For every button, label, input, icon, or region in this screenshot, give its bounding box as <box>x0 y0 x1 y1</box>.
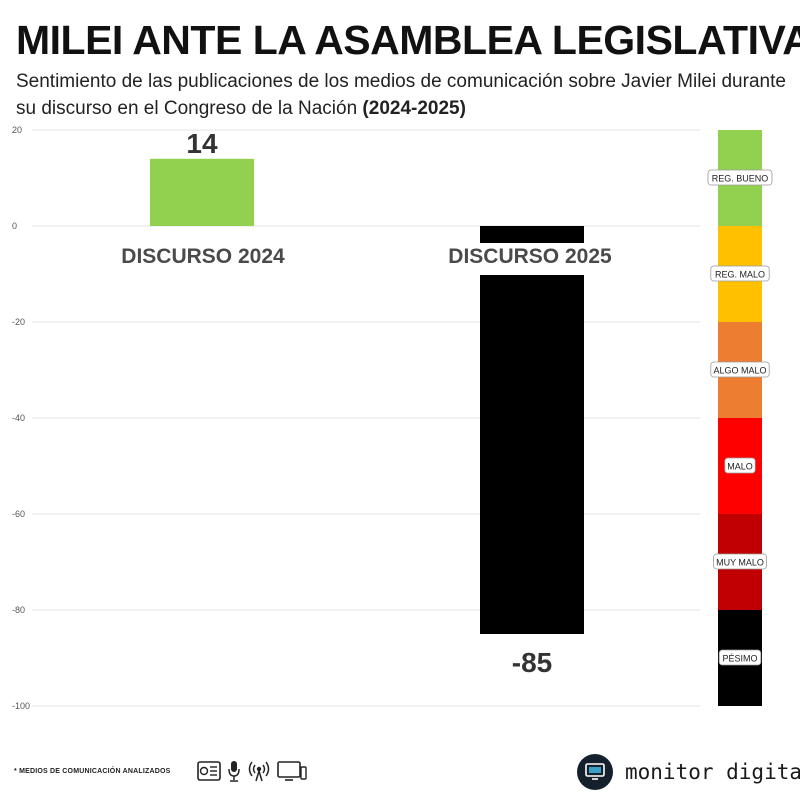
brand-name: monitor digital <box>625 760 800 784</box>
scale-label: REG. MALO <box>715 270 765 280</box>
category-label: DISCURSO 2025 <box>448 245 612 268</box>
tv-icon <box>277 760 307 786</box>
scale-label-box <box>718 649 762 666</box>
data-label: 14 <box>186 128 218 159</box>
scale-label-box <box>710 361 770 378</box>
y-tick-label: 0 <box>12 221 17 231</box>
y-tick-label: -20 <box>12 317 25 327</box>
category-label-backing <box>478 243 586 275</box>
newspaper-icon <box>197 760 221 786</box>
bar <box>150 158 254 226</box>
y-tick-label: 20 <box>12 125 22 135</box>
scale-label: MALO <box>727 462 753 472</box>
data-label: -85 <box>512 647 552 678</box>
scale-label-box <box>710 265 770 282</box>
bar <box>480 226 584 634</box>
scale-label: ALGO MALO <box>713 366 766 376</box>
y-tick-label: -40 <box>12 413 25 423</box>
brand: monitor digital <box>577 754 800 790</box>
scale-label-box <box>713 553 767 570</box>
scale-label: PÉSIMO <box>722 654 757 664</box>
media-icons <box>197 760 307 787</box>
y-tick-label: -80 <box>12 605 25 615</box>
chart-title: MILEI ANTE LA ASAMBLEA LEGISLATIVA <box>16 17 800 63</box>
y-tick-label: -60 <box>12 509 25 519</box>
radio-broadcast-icon <box>247 760 271 787</box>
media-analyzed-note: * MEDIOS DE COMUNICACIÓN ANALIZADOS <box>14 768 171 775</box>
category-label: DISCURSO 2024 <box>121 245 285 268</box>
monitor-icon <box>577 754 613 790</box>
subtitle-text: Sentimiento de las publicaciones de los … <box>16 71 786 119</box>
scale-label: MUY MALO <box>716 558 764 568</box>
scale-label-box <box>707 169 773 186</box>
scale-label: REG. BUENO <box>712 174 769 184</box>
microphone-icon <box>227 760 241 787</box>
y-tick-label: -100 <box>12 701 30 711</box>
scale-label-box <box>724 457 756 474</box>
chart-subtitle: Sentimiento de las publicaciones de los … <box>16 68 786 122</box>
subtitle-years: (2024-2025) <box>362 98 466 119</box>
